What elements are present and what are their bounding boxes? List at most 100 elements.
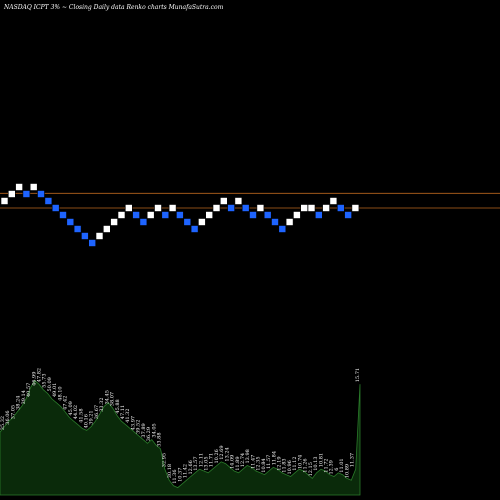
volume-label: 36.67 [94,405,100,419]
renko-brick-down [278,225,287,233]
volume-label: 15.71 [355,368,361,382]
volume-label: 13.98 [245,449,251,463]
volume-label: 10.89 [344,464,350,478]
volume-label: 12.11 [198,453,204,467]
renko-brick-up [110,218,118,226]
renko-brick-down [22,190,31,198]
renko-brick-down [37,190,45,198]
volume-label: 49.01 [52,383,58,397]
volume-label: 6 [334,468,340,471]
renko-brick-up [256,204,265,212]
renko-brick-down [88,239,96,247]
volume-label: 39.21 [89,410,95,424]
volume-label: 10.96 [287,460,293,474]
renko-brick-down [51,204,60,212]
volume-label: 12.66 [188,460,194,474]
volume-label: 34.05 [151,423,157,437]
renko-brick-up [322,204,330,212]
volume-label: 12.69 [219,445,225,459]
volume-label: 32.95 [162,453,168,467]
volume-label: 11.89 [235,456,241,470]
volume-label: 36.06 [5,410,11,424]
renko-brick-up [146,211,155,219]
volume-label: 46.99 [31,372,37,386]
volume-label: 10.26 [214,449,220,463]
volume-label: 47.11 [120,405,126,419]
volume-label: 11.42 [183,464,189,478]
renko-brick-down [59,211,67,219]
volume-series [0,379,361,496]
volume-label: 12.35 [256,456,262,470]
volume-label: 11.36 [172,469,178,483]
volume-label: 44.02 [73,405,79,419]
volume-label: 11.01 [339,458,345,472]
renko-brick-down [161,211,170,219]
renko-brick-up [15,183,23,191]
renko-brick-down [336,204,345,212]
volume-label: 35.32 [0,416,6,430]
volume-label: 11.12 [292,456,298,470]
volume-label: 38.24 [16,396,22,410]
renko-brick-down [139,218,148,226]
volume-label: 10.81 [318,453,324,467]
volume-label: 37.89 [141,423,147,437]
reference-lines [0,192,500,209]
volume-label: 13.24 [224,447,230,461]
renko-brick-up [103,225,111,233]
volume-label: 55.73 [42,373,48,387]
volume-label: 12.15 [308,462,314,476]
volume-area [0,379,361,496]
volume-label: 50.09 [47,377,53,391]
volume-label: 45.88 [115,399,121,413]
renko-brick-down [241,204,250,212]
renko-brick-up [205,211,213,219]
volume-label: 11.71 [209,453,215,467]
renko-brick-down [190,225,199,233]
renko-brick-down [271,218,279,226]
renko-brick-down [66,218,75,226]
volume-label: 47.42 [63,396,69,410]
volume-label: 43.97 [130,416,136,430]
volume-label: 45.09 [68,401,74,415]
renko-brick-up [0,197,9,205]
renko-brick-up [307,204,316,212]
renko-brick-down [81,232,89,240]
renko-brick-up [329,197,338,205]
volume-label: 13.57 [193,456,199,470]
volume-label: 33.32 [99,397,105,411]
renko-brick-up [8,190,16,198]
volume-label: 11.83 [282,458,288,472]
renko-brick-up [220,197,228,205]
volume-label: 11.37 [350,453,356,467]
renko-brick-up [95,232,104,240]
renko-brick-up [198,218,206,226]
volume-label: 48.10 [57,386,63,400]
volume-label: 39.52 [136,420,142,434]
volume-label: 40.16 [84,414,90,428]
volume-label: 12.74 [240,453,246,467]
volume-label: 11.72 [324,458,330,472]
renko-brick-up [168,204,177,212]
renko-brick-up [117,211,126,219]
renko-brick-up [293,211,301,219]
volume-label: 34.45 [104,390,110,404]
volume-label: 36.29 [146,427,152,441]
renko-brick-down [44,197,53,205]
volume-label: 38.07 [110,392,116,406]
renko-brick-down [227,204,235,212]
volume-label: 30.18 [167,464,173,478]
renko-brick-down [132,211,140,219]
renko-brick-up [234,197,243,205]
volume-label: 10.74 [297,455,303,469]
renko-brick-down [176,211,184,219]
renko-brick-down [263,211,272,219]
volume-label: 41.58 [78,408,84,422]
volume-label: 12.39 [329,460,335,474]
renko-brick-up [125,204,133,212]
renko-bricks [0,183,360,247]
volume-label: 11.26 [303,458,309,472]
